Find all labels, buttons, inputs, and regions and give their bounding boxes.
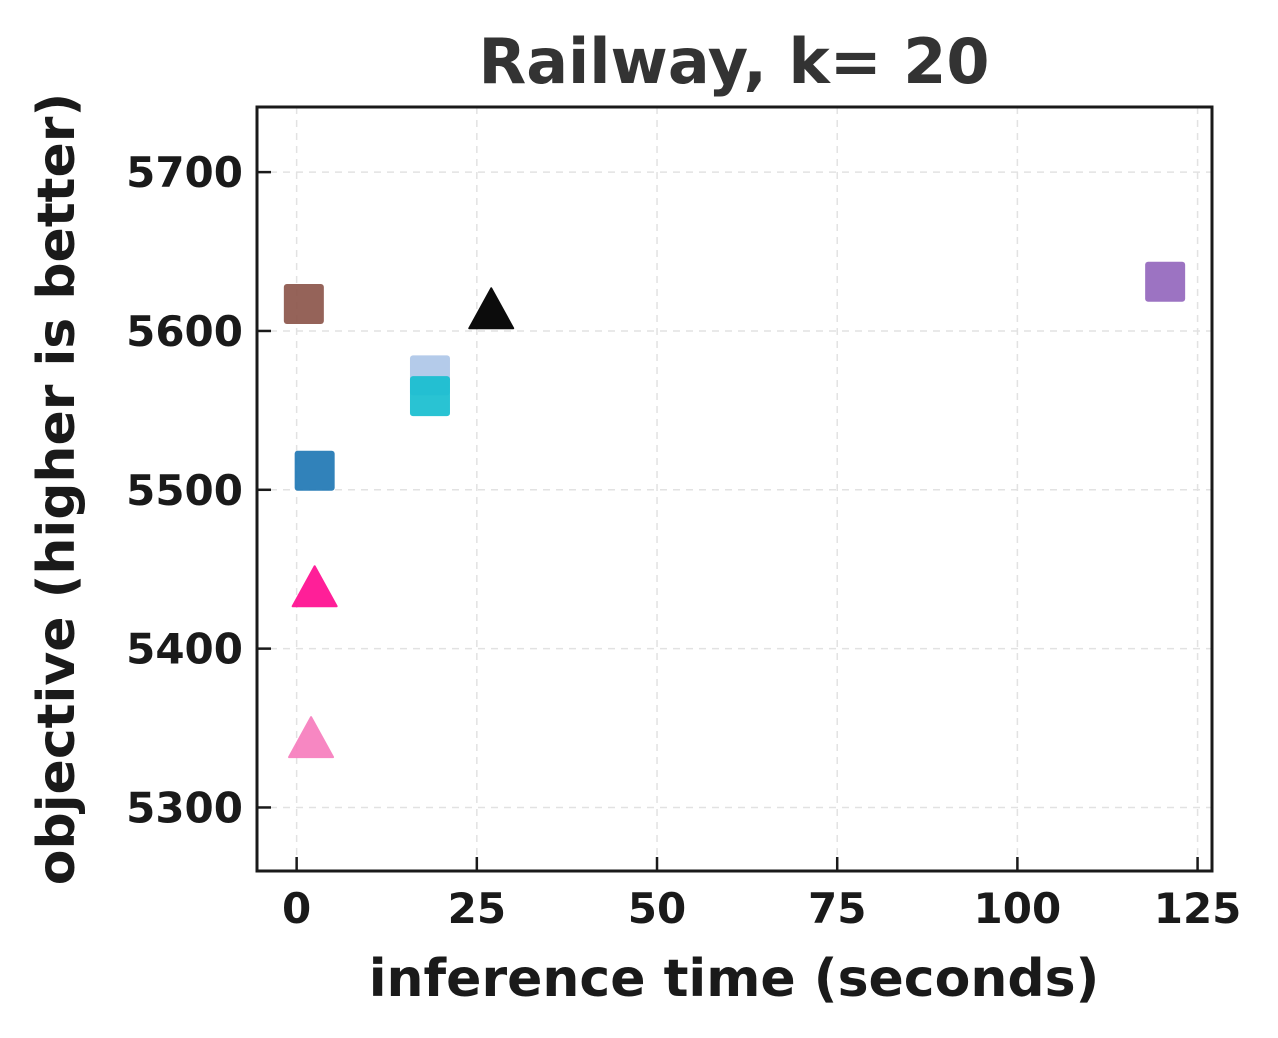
y-tick-label: 5600 — [126, 307, 243, 356]
data-point-triangle — [291, 565, 338, 608]
y-axis-label: objective (higher is better) — [27, 93, 87, 885]
y-tick-label: 5400 — [126, 625, 243, 674]
plot-frame — [255, 105, 1214, 873]
x-tick-labels: 0 25 50 75 100 125 — [282, 884, 1241, 933]
x-axis-label: inference time (seconds) — [369, 949, 1100, 1009]
x-tick-label: 125 — [1154, 884, 1242, 933]
y-tick-label: 5500 — [126, 466, 243, 515]
data-point-square — [283, 283, 324, 324]
data-points — [283, 261, 1186, 759]
y-tick-label: 5300 — [126, 783, 243, 832]
chart-title: Railway, k= 20 — [478, 25, 989, 98]
y-tick-labels: 5300 5400 5500 5600 5700 — [126, 148, 243, 832]
x-tick-label: 75 — [808, 884, 866, 933]
x-tick-label: 50 — [628, 884, 686, 933]
data-point-triangle — [468, 287, 515, 330]
x-tick-label: 25 — [448, 884, 506, 933]
y-tick-label: 5700 — [126, 148, 243, 197]
data-point-square — [294, 450, 335, 491]
data-point-square — [409, 376, 450, 417]
data-point-square — [1145, 261, 1186, 302]
grid-lines — [257, 107, 1212, 871]
x-tick-label: 0 — [282, 884, 311, 933]
axis-ticks — [257, 170, 1199, 871]
x-tick-label: 100 — [974, 884, 1062, 933]
data-point-triangle — [288, 716, 335, 759]
